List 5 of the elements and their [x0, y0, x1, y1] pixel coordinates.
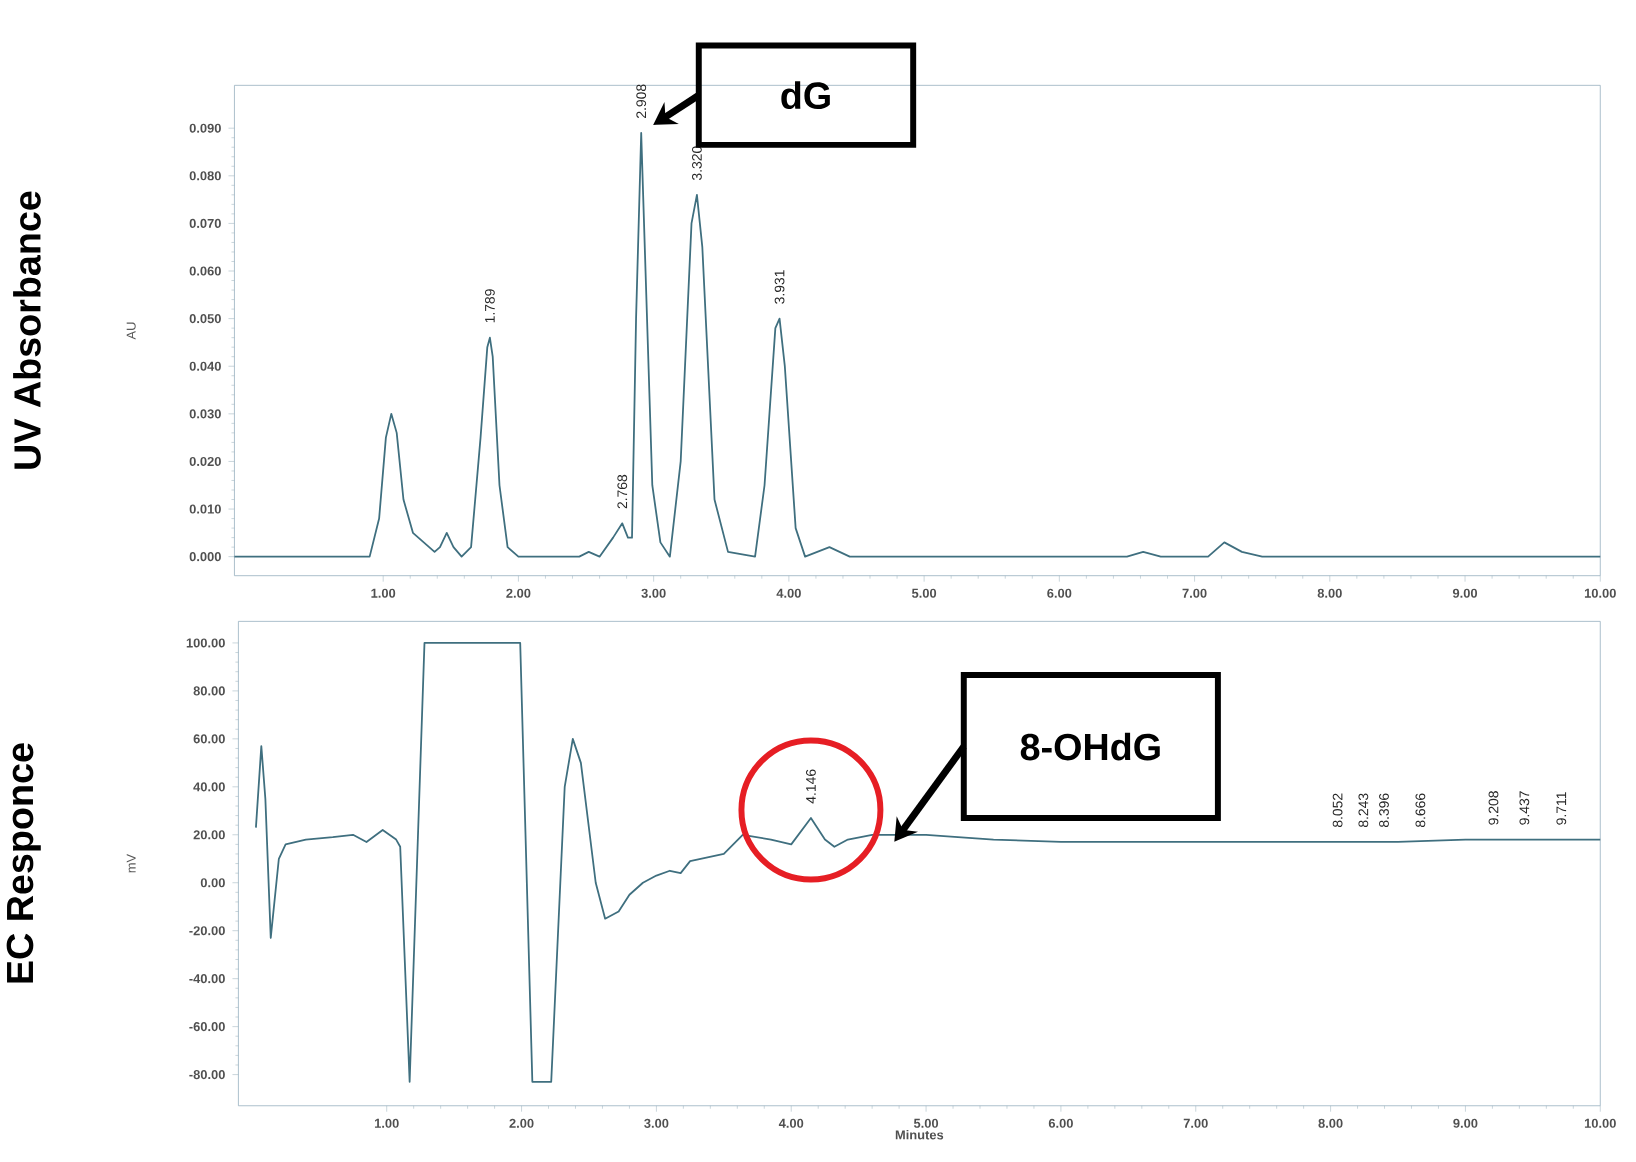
y-axis-title: UV Absorbance — [13, 191, 41, 469]
annotation: dG — [781, 81, 830, 110]
annotation: 8-OHdG — [1020, 732, 1160, 761]
line-series — [233, 132, 1602, 558]
y-axis-title: EC Responce — [6, 743, 41, 983]
